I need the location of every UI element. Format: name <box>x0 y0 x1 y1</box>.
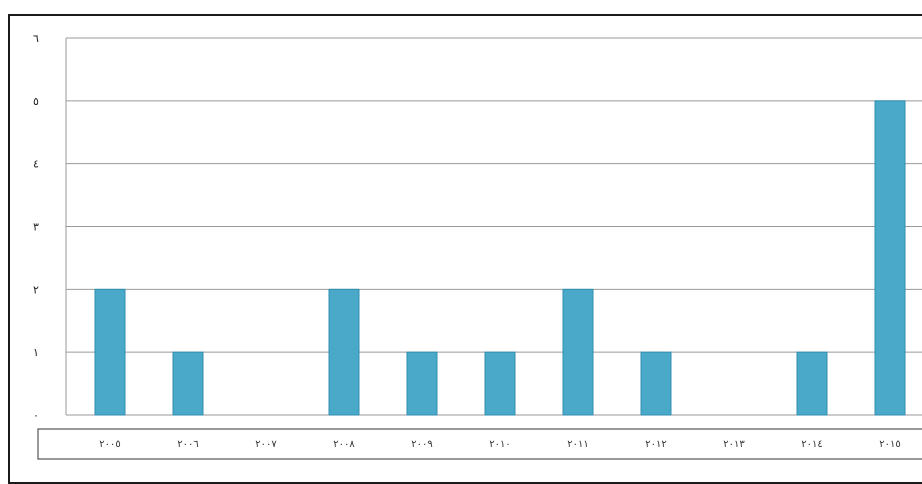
bar-7 <box>640 351 672 416</box>
y-tick-label: ٣ <box>33 221 39 234</box>
x-tick-label: ٢٠١٥ <box>879 439 900 450</box>
x-axis: ٢٠٠٥ ٢٠٠٦ ٢٠٠٧ ٢٠٠٨ ٢٠٠٩ ٢٠١٠ ٢٠١١ ٢٠١٢ ٢٠١٣ ٢٠١٤… <box>99 439 900 450</box>
bar-10 <box>874 100 906 416</box>
x-tick-label: ٢٠٠٦ <box>177 439 198 450</box>
x-tick-label: ٢٠١١ <box>567 439 588 450</box>
y-tick-label: ١ <box>33 346 39 359</box>
bar-0 <box>94 288 126 416</box>
bar-4 <box>406 351 438 416</box>
y-axis: ٠ ١ ٢ ٣ ٤ ٥ ٦ <box>33 32 39 422</box>
x-tick-label: ٢٠١٣ <box>723 439 745 450</box>
y-tick-label: ٤ <box>33 158 39 171</box>
x-tick-label: ٢٠٠٧ <box>255 439 277 450</box>
x-tick-label: ٢٠٠٥ <box>99 439 120 450</box>
bar-9 <box>796 351 828 416</box>
chart-frame <box>8 14 922 484</box>
bar-5 <box>484 351 516 416</box>
y-tick-label: ٠ <box>33 409 39 422</box>
bar-3 <box>328 288 360 416</box>
x-tick-label: ٢٠١٢ <box>645 439 666 450</box>
bar-6 <box>562 288 594 416</box>
x-axis-label-box <box>37 428 922 460</box>
y-tick-label: ٥ <box>33 95 39 108</box>
bars <box>94 100 906 416</box>
x-tick-label: ٢٠١٠ <box>489 439 510 450</box>
y-tick-label: ٢ <box>33 283 39 296</box>
bar-1 <box>172 351 204 416</box>
x-tick-label: ٢٠١٤ <box>801 439 822 450</box>
y-tick-label: ٦ <box>33 32 39 45</box>
x-tick-label: ٢٠٠٨ <box>333 439 355 450</box>
x-tick-label: ٢٠٠٩ <box>411 439 432 450</box>
